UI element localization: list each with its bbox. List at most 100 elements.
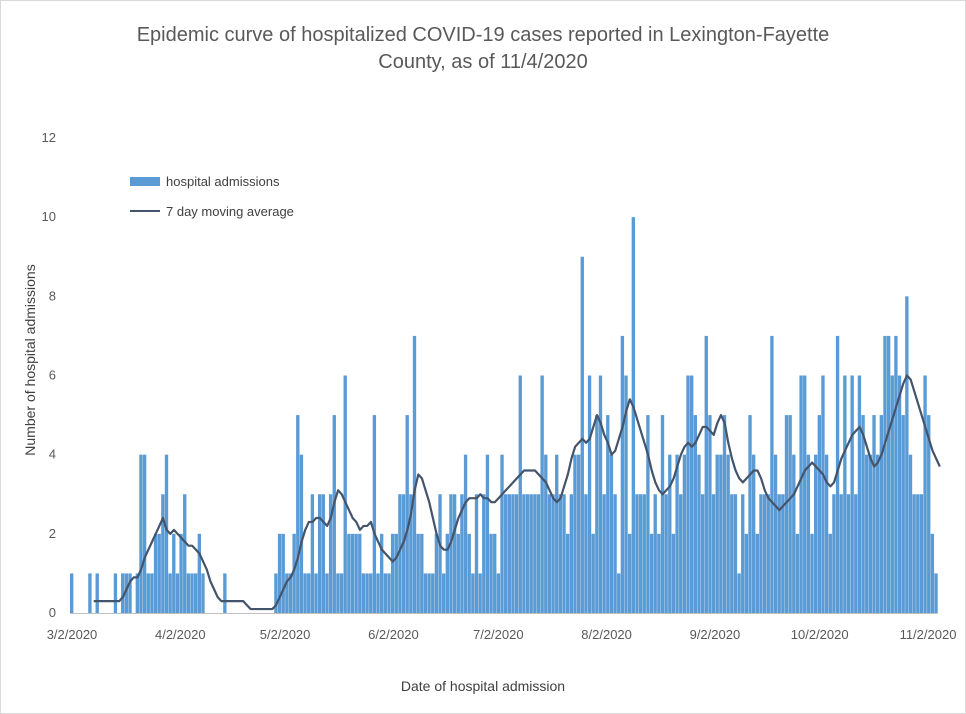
- bar: [675, 454, 679, 613]
- bar: [412, 335, 417, 613]
- bar: [394, 533, 398, 613]
- bar: [452, 494, 457, 613]
- bar: [292, 533, 296, 613]
- bar: [762, 494, 767, 613]
- bar: [584, 494, 588, 613]
- bar: [405, 415, 409, 613]
- bar: [897, 375, 902, 613]
- bar: [347, 533, 351, 613]
- bar: [197, 533, 201, 613]
- bar: [806, 454, 811, 613]
- bar: [547, 494, 552, 613]
- bar: [700, 494, 705, 613]
- bar: [657, 533, 661, 613]
- bar: [598, 375, 603, 613]
- bar: [653, 494, 657, 613]
- bar: [434, 533, 439, 613]
- bar: [737, 573, 741, 613]
- bar: [223, 573, 227, 613]
- bar: [277, 533, 282, 613]
- bar: [124, 573, 129, 613]
- bar: [190, 573, 194, 613]
- bar: [857, 375, 862, 613]
- bar: [409, 494, 413, 613]
- bar: [620, 335, 625, 613]
- bar: [781, 494, 785, 613]
- bar: [135, 573, 139, 613]
- bar: [741, 494, 745, 613]
- bar: [908, 454, 913, 613]
- bar: [631, 217, 635, 614]
- bar: [890, 375, 894, 613]
- bar: [569, 494, 573, 613]
- bar: [715, 454, 719, 613]
- bar: [121, 573, 125, 613]
- bar: [755, 533, 759, 613]
- bar: [609, 454, 614, 613]
- bar: [711, 494, 716, 613]
- bar: [427, 573, 431, 613]
- bar: [540, 375, 544, 613]
- bar: [865, 454, 869, 613]
- bar: [186, 573, 191, 613]
- bar: [927, 415, 931, 613]
- bar: [175, 573, 180, 613]
- bar: [325, 573, 329, 613]
- bar: [759, 494, 763, 613]
- chart-title: Epidemic curve of hospitalized COVID-19 …: [0, 22, 966, 76]
- bar: [934, 573, 938, 613]
- legend-entry-admissions: hospital admissions: [130, 170, 294, 192]
- bar: [821, 375, 825, 613]
- bar: [824, 454, 829, 613]
- bar: [591, 533, 595, 613]
- bar: [817, 415, 821, 613]
- bar: [474, 494, 479, 613]
- x-tick-label: 9/2/2020: [690, 627, 741, 642]
- bar: [478, 573, 482, 613]
- bar: [343, 375, 347, 613]
- bar: [704, 335, 708, 613]
- bar: [445, 533, 449, 613]
- bar: [770, 335, 774, 613]
- bar: [493, 533, 497, 613]
- bar: [194, 573, 198, 613]
- bar: [777, 494, 781, 613]
- bar: [868, 454, 873, 613]
- y-tick-label: 6: [49, 368, 56, 383]
- bar: [580, 256, 584, 613]
- bar: [332, 415, 336, 613]
- bar: [179, 533, 183, 613]
- x-tick-label: 10/2/2020: [791, 627, 849, 642]
- bar: [314, 573, 318, 613]
- bar: [799, 375, 803, 613]
- y-tick-label: 8: [49, 288, 56, 303]
- bar: [606, 415, 610, 613]
- bar: [843, 375, 847, 613]
- bar: [310, 494, 315, 613]
- bar: [566, 533, 570, 613]
- x-tick-label: 11/2/2020: [900, 627, 957, 642]
- bar: [299, 454, 304, 613]
- bar: [489, 533, 493, 613]
- x-tick-label: 3/2/2020: [47, 627, 98, 642]
- legend-label-moving-average: 7 day moving average: [166, 203, 294, 219]
- bar: [456, 533, 460, 613]
- bar: [792, 454, 796, 613]
- bar: [646, 415, 650, 613]
- bar: [339, 573, 344, 613]
- bar: [660, 415, 665, 613]
- bar: [95, 573, 99, 613]
- bar: [733, 494, 738, 613]
- bar: [551, 494, 555, 613]
- bar: [336, 573, 340, 613]
- x-tick-label: 6/2/2020: [368, 627, 419, 642]
- bar: [296, 415, 300, 613]
- bar: [602, 494, 606, 613]
- bar: [416, 533, 420, 613]
- bar: [307, 573, 311, 613]
- bar: [420, 533, 424, 613]
- bar: [172, 533, 176, 613]
- bar: [682, 454, 687, 613]
- bar: [886, 335, 891, 613]
